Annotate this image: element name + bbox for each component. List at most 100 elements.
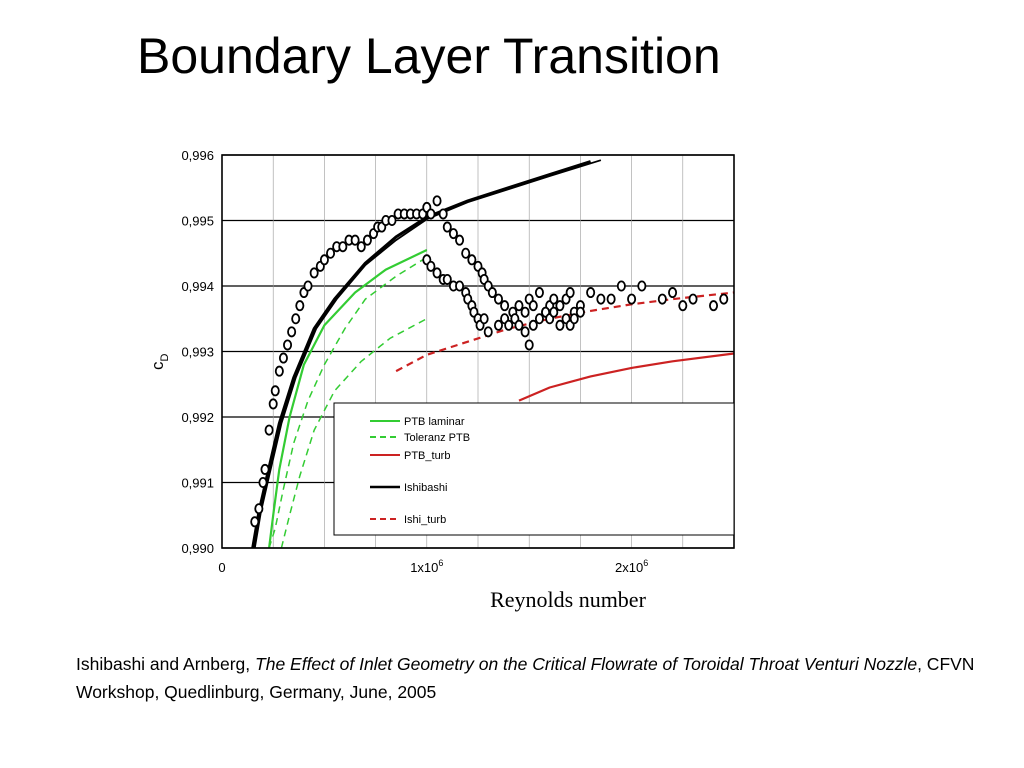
y-axis-label: cD [148, 354, 171, 371]
data-point [534, 313, 544, 325]
y-axis-label-main: c [148, 361, 167, 370]
y-tick-label: 0,992 [181, 410, 214, 425]
data-point [338, 241, 348, 253]
data-point [637, 280, 647, 292]
data-point [467, 254, 477, 266]
x-tick-exponent: 6 [438, 558, 443, 568]
data-point [565, 287, 575, 299]
data-point [448, 228, 458, 240]
svg-text:cD: cD [148, 354, 171, 371]
citation-venue: , CFVN Workshop, Quedlinburg, Germany, J… [76, 654, 975, 702]
series-line-ishibashi [253, 159, 602, 548]
data-point [461, 247, 471, 259]
citation-authors: Ishibashi and Arnberg, [76, 654, 256, 674]
y-tick-label: 0,991 [181, 476, 214, 491]
data-point [668, 287, 678, 299]
series-line-ptb-laminar [268, 249, 428, 548]
data-point [627, 293, 637, 305]
data-point [442, 221, 452, 233]
y-axis-label-sub: D [159, 354, 171, 362]
data-point [291, 313, 301, 325]
data-point [520, 326, 530, 338]
data-point [514, 300, 524, 312]
citation: Ishibashi and Arnberg, The Effect of Inl… [76, 650, 976, 706]
x-axis-label: Reynolds number [490, 587, 646, 612]
data-point [524, 339, 534, 351]
data-point [356, 241, 366, 253]
data-point [283, 339, 293, 351]
x-tick-exponent: 6 [643, 558, 648, 568]
data-point [709, 300, 719, 312]
plot-frame [221, 154, 735, 549]
data-point [520, 306, 530, 318]
cd-reynolds-chart: 0,990 0,991 0,992 0,993 0,994 0,995 0,996 0 1x10… [148, 148, 735, 612]
x-tick-label: 0 [218, 560, 225, 575]
legend-box [333, 402, 735, 536]
data-point [606, 293, 616, 305]
x-tick-base: 2x10 [615, 560, 643, 575]
data-point [426, 208, 436, 220]
tick-labels: 0,990 0,991 0,992 0,993 0,994 0,995 0,996 0 1x10… [181, 148, 648, 575]
data-point [493, 319, 503, 331]
data-point [549, 306, 559, 318]
data-point [514, 319, 524, 331]
data-point [555, 319, 565, 331]
data-point [250, 516, 260, 528]
slide-title: Boundary Layer Transition [137, 28, 721, 84]
data-point [493, 293, 503, 305]
data-point [479, 313, 489, 325]
data-point [534, 287, 544, 299]
data-point [432, 195, 442, 207]
data-point [455, 234, 465, 246]
legend-label: PTB laminar [404, 416, 465, 428]
x-tick-base: 1x10 [410, 560, 438, 575]
legend-label: Toleranz PTB [404, 432, 470, 444]
legend-label: Ishibashi [404, 482, 447, 494]
data-point [268, 398, 278, 410]
data-point [309, 267, 319, 279]
data-point [455, 280, 465, 292]
data-point [500, 300, 510, 312]
y-tick-label: 0,995 [181, 214, 214, 229]
data-point [678, 300, 688, 312]
y-tick-label: 0,993 [181, 345, 214, 360]
data-point [555, 300, 565, 312]
data-point [319, 254, 329, 266]
legend: PTB laminar Toleranz PTB PTB_turb Ishibashi… [333, 402, 735, 536]
y-tick-label: 0,996 [181, 148, 214, 163]
series-line-ptb-turb [518, 352, 734, 402]
data-point [616, 280, 626, 292]
data-point [362, 234, 372, 246]
data-point [569, 313, 579, 325]
data-point [575, 306, 585, 318]
legend-label: PTB_turb [404, 450, 450, 462]
data-point [350, 234, 360, 246]
measurement-points [250, 195, 729, 528]
data-point [549, 293, 559, 305]
x-tick-label: 2x106 [615, 558, 648, 575]
data-point [483, 326, 493, 338]
data-point [287, 326, 297, 338]
citation-paper-title: The Effect of Inlet Geometry on the Crit… [255, 654, 918, 674]
data-point [596, 293, 606, 305]
data-point [442, 273, 452, 285]
data-point [258, 476, 268, 488]
series-line-toleranz-ptb [280, 318, 428, 548]
data-point [426, 260, 436, 272]
data-point [657, 293, 667, 305]
y-tick-label: 0,994 [181, 279, 214, 294]
data-point [432, 267, 442, 279]
data-point [274, 365, 284, 377]
y-tick-label: 0,990 [181, 541, 214, 556]
data-point [504, 319, 514, 331]
data-point [528, 319, 538, 331]
data-point [270, 385, 280, 397]
data-point [387, 214, 397, 226]
data-point [688, 293, 698, 305]
data-point [487, 287, 497, 299]
data-point [260, 463, 270, 475]
data-point [586, 287, 596, 299]
data-point [303, 280, 313, 292]
legend-label: Ishi_turb [404, 514, 446, 526]
data-point [438, 208, 448, 220]
